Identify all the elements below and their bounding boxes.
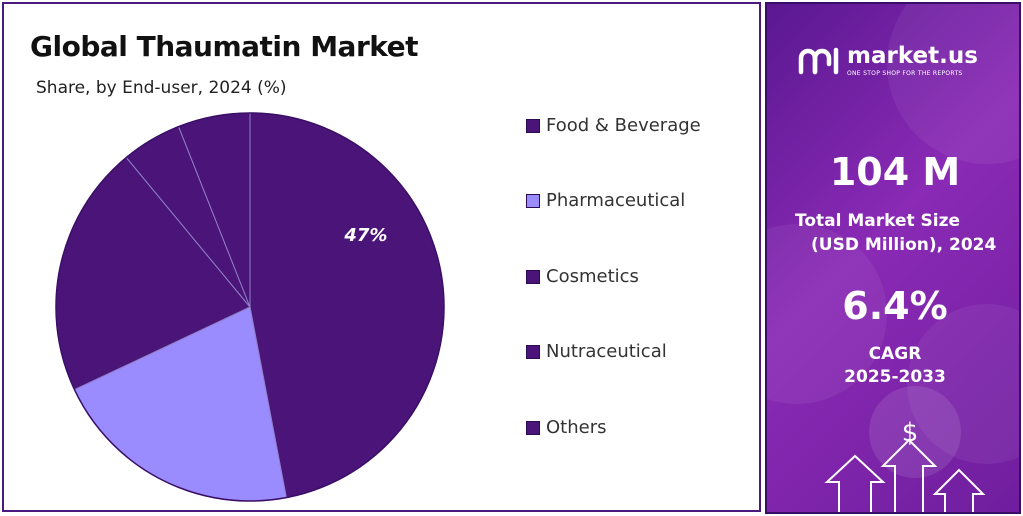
- pie-slice-food-beverage: [249, 112, 445, 499]
- arrow-up-icon: [932, 468, 986, 512]
- legend-swatch: [526, 269, 540, 284]
- cagr-value: 6.4%: [842, 284, 948, 328]
- legend-label: Food & Beverage: [546, 115, 701, 136]
- legend-item-cosmetics: Cosmetics: [526, 266, 639, 287]
- legend-swatch: [526, 118, 540, 133]
- pie-data-label: 47%: [343, 225, 387, 246]
- market-us-logo-icon: [798, 47, 839, 75]
- legend-swatch: [526, 420, 540, 435]
- market-size-label-line2: (USD Million), 2024: [811, 235, 997, 255]
- chart-panel: Global Thaumatin Market Share, by End-us…: [2, 2, 761, 512]
- brand-name: market.us: [847, 42, 978, 69]
- legend-label: Others: [546, 417, 607, 438]
- arrow-up-icon: [824, 454, 886, 512]
- cagr-label: CAGR: [868, 344, 922, 364]
- legend-swatch: [526, 344, 540, 359]
- pie-chart: 47%: [55, 112, 445, 502]
- legend-label: Pharmaceutical: [546, 190, 686, 211]
- arrow-up-icon: [880, 438, 938, 512]
- brand-logo: market.us ONE STOP SHOP FOR THE REPORTS: [797, 42, 978, 78]
- dollar-circle: [869, 386, 961, 478]
- legend-item-nutraceutical: Nutraceutical: [526, 341, 667, 362]
- chart-title: Global Thaumatin Market: [30, 30, 419, 63]
- legend-item-pharmaceutical: Pharmaceutical: [526, 190, 685, 211]
- legend-swatch: [526, 193, 540, 208]
- cagr-period: 2025-2033: [844, 367, 946, 387]
- market-size-value: 104 M: [829, 150, 961, 194]
- stats-panel: market.us ONE STOP SHOP FOR THE REPORTS …: [765, 2, 1021, 514]
- legend-label: Cosmetics: [546, 266, 639, 287]
- brand-tagline: ONE STOP SHOP FOR THE REPORTS: [847, 69, 963, 77]
- legend-item-food-beverage: Food & Beverage: [526, 115, 701, 136]
- growth-arrows-graphic: $: [824, 386, 986, 512]
- chart-subtitle: Share, by End-user, 2024 (%): [36, 78, 287, 98]
- legend-label: Nutraceutical: [546, 341, 667, 362]
- legend-item-others: Others: [526, 417, 607, 438]
- market-size-label-line1: Total Market Size: [795, 211, 961, 231]
- dollar-icon: $: [902, 418, 919, 448]
- pie-outline: [55, 112, 445, 502]
